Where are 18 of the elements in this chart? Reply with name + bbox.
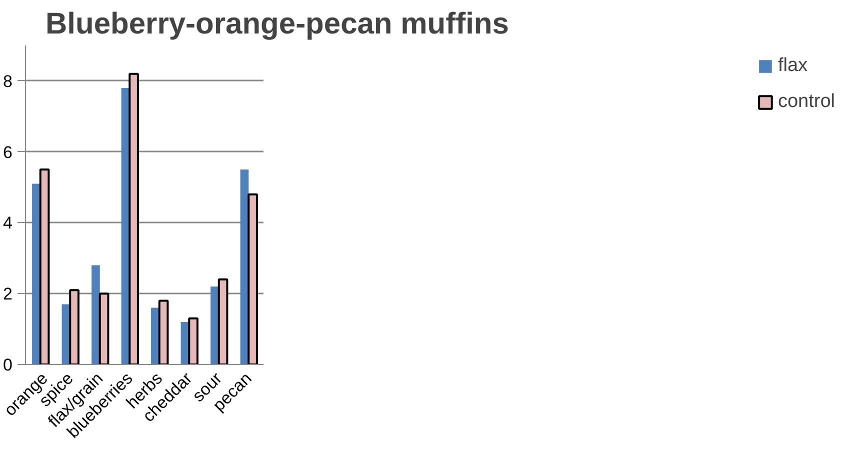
bar bbox=[188, 317, 198, 364]
bar bbox=[69, 289, 80, 364]
legend-label: flax bbox=[778, 55, 808, 77]
y-tick-label: 2 bbox=[3, 284, 13, 304]
bar bbox=[39, 168, 50, 364]
y-tick-label: 0 bbox=[3, 356, 13, 374]
chart-title: Blueberry-orange-pecan muffins bbox=[46, 8, 509, 40]
bar bbox=[248, 193, 258, 364]
bar bbox=[92, 265, 100, 364]
y-tick-label: 6 bbox=[3, 142, 13, 162]
y-tick-label: 8 bbox=[3, 72, 13, 91]
bar bbox=[98, 292, 110, 364]
bar bbox=[32, 184, 40, 364]
bar bbox=[158, 300, 169, 364]
y-tick-label: 4 bbox=[3, 214, 13, 233]
bar bbox=[128, 72, 139, 364]
legend-label: control bbox=[778, 91, 835, 113]
bar bbox=[218, 278, 228, 364]
